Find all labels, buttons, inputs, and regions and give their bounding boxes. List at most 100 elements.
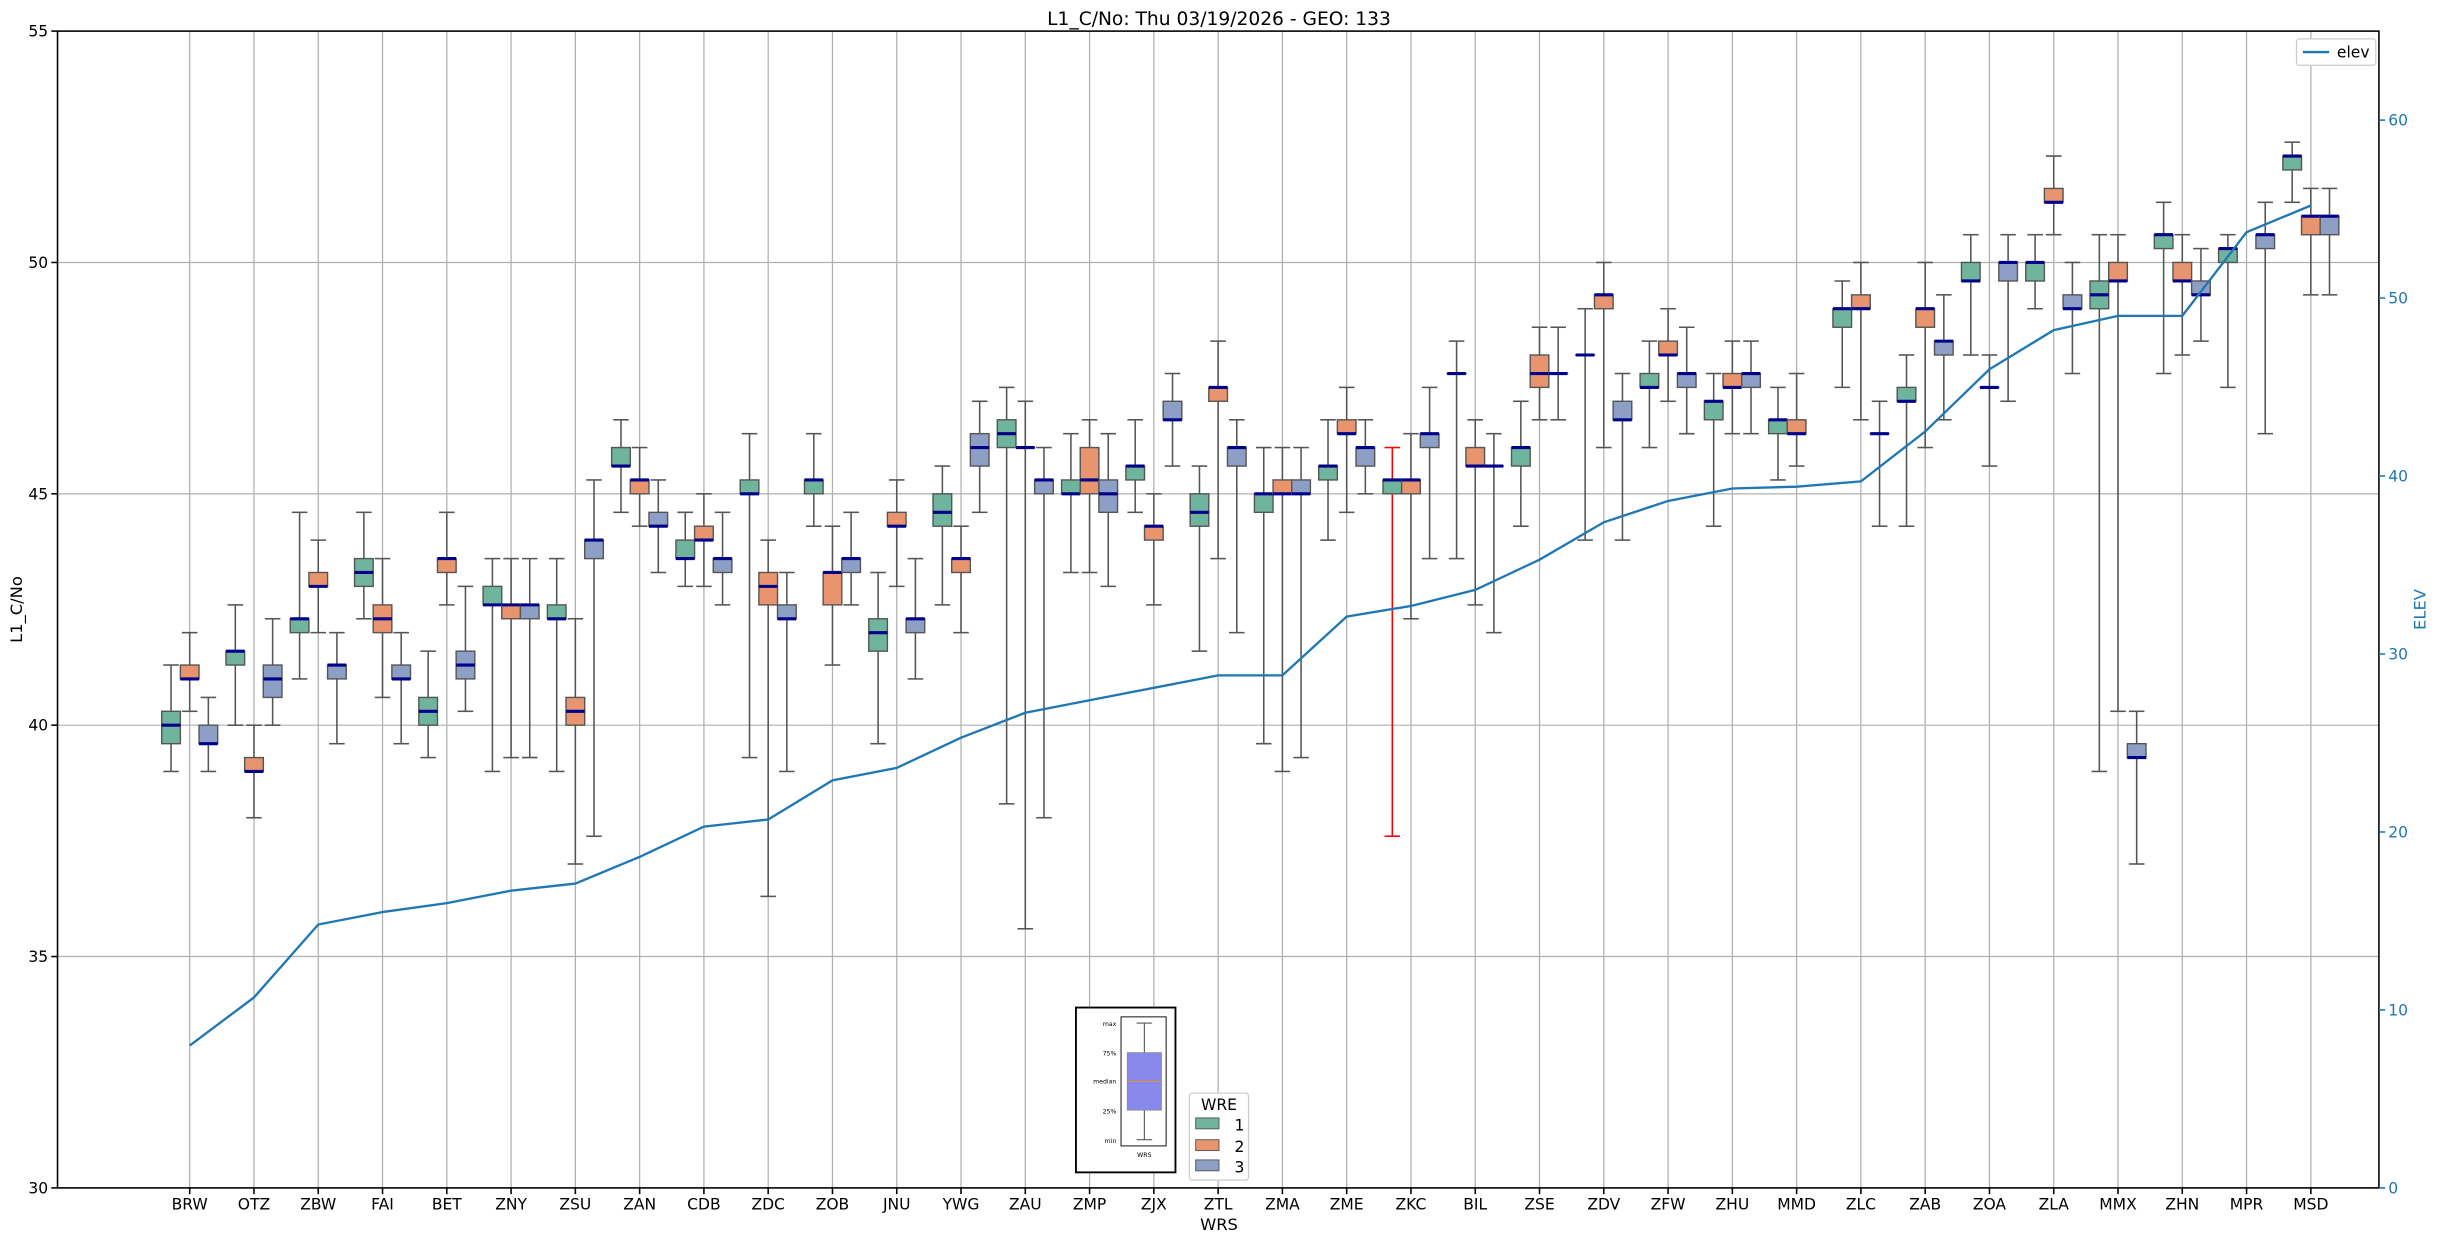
box-ZHU-wre1 — [1703, 372, 1724, 527]
x-tick-label: ZDV — [1587, 1196, 1620, 1214]
box-ZMA-wre3 — [1291, 446, 1312, 759]
key-label-max: max — [1103, 1021, 1117, 1028]
box-MSD-wre3 — [2319, 187, 2340, 296]
box-JNU-wre3 — [905, 557, 926, 680]
iqr-box — [546, 604, 567, 620]
box-ZSU-wre1 — [546, 557, 567, 773]
box-BIL-wre1 — [1446, 340, 1467, 560]
wre-legend-patch-3 — [1195, 1159, 1220, 1172]
box-BRW-wre3 — [198, 696, 219, 773]
iqr-box — [2062, 294, 2083, 310]
box-ZOB-wre1 — [803, 432, 824, 527]
box-MSD-wre1 — [2282, 141, 2303, 204]
box-ZLC-wre3 — [1869, 400, 1890, 527]
iqr-box — [225, 650, 246, 666]
y-tick-label: 30 — [28, 1179, 48, 1197]
iqr-box — [1703, 400, 1724, 421]
x-tick-label: BRW — [172, 1196, 208, 1214]
iqr-box — [1125, 465, 1146, 481]
x-axis-ticks: BRW OTZ ZBW FAI BET ZNY ZSU ZAN CDB ZDC ZOB JNU YWG Z… — [172, 1187, 2328, 1214]
iqr-box — [675, 539, 696, 560]
iqr-box — [326, 664, 347, 680]
iqr-box — [1722, 372, 1743, 389]
iqr-box — [1419, 432, 1440, 449]
iqr-box — [758, 571, 779, 606]
box-ZLA-wre3 — [2062, 261, 2083, 375]
box-OTZ-wre3 — [262, 617, 283, 726]
iqr-box — [391, 664, 412, 680]
iqr-box — [1079, 446, 1100, 495]
box-FAI-wre2 — [372, 557, 393, 699]
iqr-box — [583, 539, 605, 560]
box-ZAB-wre3 — [1933, 294, 1954, 421]
iqr-box — [2255, 233, 2276, 250]
iqr-box — [1317, 465, 1339, 481]
box-ZLA-wre1 — [2025, 233, 2046, 310]
box-ZNY-wre3 — [519, 557, 540, 759]
y2-tick-label: 10 — [2388, 1001, 2408, 1019]
iqr-box — [1355, 446, 1376, 467]
boxplot-key-inset: max 75% median 25% min WRS — [1075, 1006, 1177, 1174]
box-ZAN-wre3 — [648, 479, 669, 574]
box-ZME-wre3 — [1355, 419, 1376, 495]
box-ZDC-wre2 — [758, 539, 779, 898]
iqr-box — [1253, 493, 1274, 514]
x-tick-label: ZLC — [1846, 1196, 1876, 1214]
x-tick-label: ZTL — [1204, 1196, 1233, 1214]
iqr-box — [1786, 419, 1807, 435]
box-ZFW-wre2 — [1658, 307, 1679, 403]
iqr-box — [179, 664, 200, 680]
box-series — [161, 141, 2340, 930]
y-tick-label: 40 — [28, 717, 48, 735]
y2-tick-label: 30 — [2388, 645, 2408, 663]
box-ZMP-wre1 — [1060, 432, 1081, 574]
x-tick-label: MMD — [1777, 1196, 1816, 1214]
chart-title: L1_C/No: Thu 03/19/2026 - GEO: 133 — [1047, 9, 1391, 30]
box-BET-wre3 — [455, 585, 476, 713]
x-tick-label: ZMP — [1073, 1196, 1106, 1214]
box-MPR-wre3 — [2255, 201, 2276, 435]
box-ZLC-wre2 — [1850, 261, 1871, 421]
x-tick-label: ZHN — [2165, 1196, 2199, 1214]
y-tick-label: 50 — [28, 254, 48, 272]
iqr-box — [243, 756, 264, 773]
x-tick-label: ZKC — [1396, 1196, 1427, 1214]
iqr-box — [1382, 479, 1403, 495]
box-BRW-wre2 — [179, 631, 200, 713]
box-YWG-wre1 — [932, 465, 953, 606]
wre-legend-patch-1 — [1195, 1117, 1220, 1130]
iqr-box — [776, 604, 797, 620]
box-ZAU-wre1 — [996, 386, 1017, 805]
iqr-box — [822, 571, 843, 606]
box-MMD-wre1 — [1767, 386, 1788, 481]
x-tick-label: ZOB — [816, 1196, 850, 1214]
box-CDB-wre1 — [675, 511, 696, 588]
key-label-q3: 75% — [1103, 1051, 1117, 1058]
box-ZSU-wre3 — [583, 479, 605, 838]
iqr-box — [1767, 419, 1788, 435]
x-tick-label: MPR — [2230, 1196, 2264, 1214]
box-FAI-wre1 — [353, 511, 374, 620]
iqr-box — [1162, 400, 1183, 421]
iqr-box — [932, 493, 953, 527]
iqr-box — [289, 618, 310, 634]
iqr-box — [1033, 479, 1054, 495]
elev-legend-label: elev — [2337, 44, 2370, 62]
iqr-box — [693, 525, 714, 541]
box-ZOB-wre2 — [822, 525, 843, 666]
box-ZFW-wre1 — [1639, 340, 1660, 449]
box-ZSU-wre2 — [565, 617, 586, 865]
wre-legend-patch-2 — [1195, 1139, 1220, 1152]
iqr-box — [161, 710, 182, 745]
iqr-box — [1272, 479, 1293, 495]
x-tick-label: ZLA — [2039, 1196, 2070, 1214]
box-ZOA-wre3 — [1998, 233, 2019, 403]
iqr-box — [950, 557, 972, 574]
iqr-box — [1465, 446, 1486, 467]
box-MMX-wre2 — [2107, 233, 2129, 713]
box-ZHU-wre3 — [1740, 340, 1762, 435]
box-OTZ-wre1 — [225, 604, 246, 726]
box-ZAB-wre1 — [1896, 354, 1917, 527]
x-tick-label: MSD — [2293, 1196, 2328, 1214]
